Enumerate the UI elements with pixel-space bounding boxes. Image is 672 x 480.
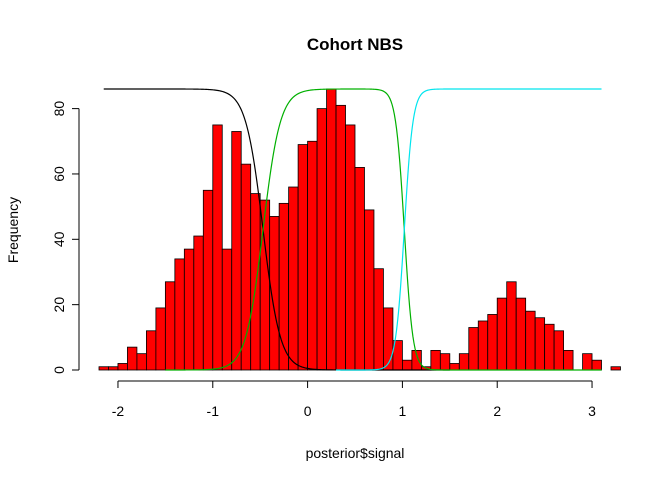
histogram-bar xyxy=(402,359,413,371)
histogram-bar xyxy=(193,235,204,371)
histogram-bar xyxy=(335,104,346,371)
histogram-bar xyxy=(430,349,441,371)
histogram-bar xyxy=(136,353,147,371)
histogram-bar xyxy=(525,310,536,371)
histogram-bar xyxy=(515,297,527,371)
x-axis: -2 -1 0 1 2 3 xyxy=(112,380,596,419)
histogram-bar xyxy=(164,281,176,371)
histogram-bar xyxy=(240,163,252,371)
histogram-bar xyxy=(250,193,261,371)
histogram-bar xyxy=(383,307,394,371)
histogram-bar xyxy=(288,186,299,371)
histogram-bar xyxy=(439,353,451,371)
histogram-bar xyxy=(108,366,119,371)
histogram-bar xyxy=(155,307,166,371)
histogram-bar xyxy=(354,167,365,371)
y-tick-label: 60 xyxy=(51,166,67,182)
histogram-bar xyxy=(221,248,233,371)
green-curve xyxy=(165,88,602,371)
histogram-bar xyxy=(582,353,593,371)
histogram-bar xyxy=(174,258,185,371)
x-tick-label: -2 xyxy=(112,403,125,419)
histogram-bar xyxy=(231,131,242,371)
histogram-bar xyxy=(458,353,470,371)
histogram-bar xyxy=(316,108,327,371)
histogram-bar xyxy=(610,366,621,371)
histogram-bar xyxy=(98,366,109,371)
x-tick-label: 2 xyxy=(493,403,501,419)
histogram-bar xyxy=(563,349,574,371)
histogram-bar xyxy=(259,199,271,371)
histogram-bar xyxy=(212,124,223,371)
histogram-bar xyxy=(506,281,517,371)
histogram-bar xyxy=(307,140,318,371)
histogram-bar xyxy=(477,320,489,371)
density-curves xyxy=(103,88,602,371)
histogram-bar xyxy=(534,317,546,371)
histogram-bar xyxy=(326,88,337,371)
histogram-bar xyxy=(544,323,555,371)
histogram-bar xyxy=(278,202,290,371)
histogram-bar xyxy=(345,124,356,371)
histogram-bar xyxy=(591,359,602,371)
y-axis: 0 20 40 60 80 xyxy=(51,101,80,374)
x-tick-label: 1 xyxy=(399,403,407,419)
histogram-bar xyxy=(449,363,460,371)
histogram-bar xyxy=(373,268,384,371)
histogram-bar xyxy=(487,314,498,371)
x-axis-label: posterior$signal xyxy=(306,445,405,461)
histogram-bar xyxy=(468,327,479,371)
histogram-bar xyxy=(553,330,564,371)
histogram-bars xyxy=(98,88,621,371)
histogram-bar xyxy=(117,363,128,371)
black-curve xyxy=(103,88,450,371)
histogram-bar xyxy=(146,330,157,371)
y-tick-label: 40 xyxy=(51,231,67,247)
histogram-bar xyxy=(297,144,308,371)
chart-title: Cohort NBS xyxy=(307,35,403,54)
x-tick-label: -1 xyxy=(207,403,220,419)
x-tick-label: 3 xyxy=(588,403,596,419)
histogram-bar xyxy=(202,189,214,371)
y-tick-label: 0 xyxy=(51,366,67,374)
y-tick-label: 80 xyxy=(51,101,67,117)
histogram-bar xyxy=(496,297,508,371)
cyan-curve xyxy=(336,88,602,371)
y-axis-label: Frequency xyxy=(5,197,21,263)
histogram-bar xyxy=(183,248,195,371)
histogram-bar xyxy=(127,346,138,371)
histogram-bar xyxy=(364,209,375,371)
y-tick-label: 20 xyxy=(51,297,67,313)
x-tick-label: 0 xyxy=(304,403,312,419)
